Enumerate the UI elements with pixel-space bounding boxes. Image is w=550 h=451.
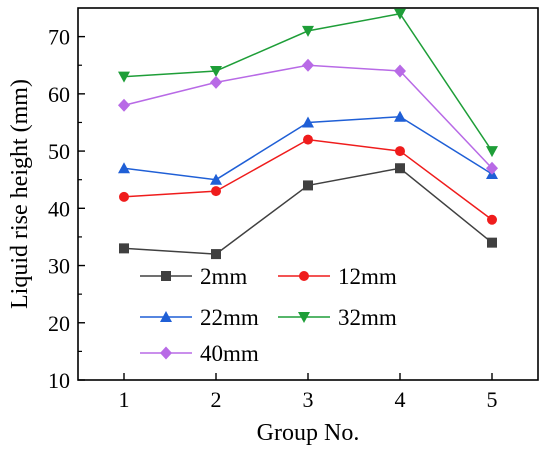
data-point — [211, 249, 221, 260]
legend-marker — [160, 311, 172, 322]
series-2mm — [119, 163, 497, 260]
data-point — [394, 8, 406, 20]
legend-item-12mm: 12mm — [278, 264, 397, 289]
series-group — [118, 8, 498, 260]
data-point — [394, 110, 406, 122]
data-point — [487, 214, 497, 225]
series-32mm — [118, 8, 498, 158]
data-point — [303, 134, 313, 145]
data-point — [302, 116, 314, 128]
data-point — [486, 146, 498, 158]
y-tick-label: 10 — [48, 368, 70, 393]
legend-marker — [160, 346, 172, 360]
legend-marker — [161, 271, 171, 281]
legend-label: 12mm — [338, 264, 397, 289]
data-point — [395, 163, 405, 174]
data-point — [210, 65, 222, 77]
data-point — [302, 25, 314, 37]
data-point — [118, 98, 130, 112]
data-point — [210, 75, 222, 89]
series-22mm — [118, 110, 498, 185]
data-point — [487, 237, 497, 248]
data-point — [211, 186, 221, 197]
data-point — [486, 161, 498, 175]
x-tick-label: 4 — [395, 387, 406, 412]
series-40mm — [118, 58, 498, 175]
y-tick-label: 60 — [48, 82, 70, 107]
data-point — [395, 146, 405, 157]
x-axis: 1 2 3 4 5 — [119, 373, 498, 412]
data-point — [119, 191, 129, 202]
x-axis-label: Group No. — [257, 420, 360, 446]
x-tick-label: 1 — [119, 387, 130, 412]
data-point — [118, 71, 130, 83]
data-point — [303, 180, 313, 191]
y-tick-label: 40 — [48, 196, 70, 221]
data-point — [119, 243, 129, 254]
y-tick-label: 50 — [48, 139, 70, 164]
x-tick-label: 2 — [211, 387, 222, 412]
y-axis-label: Liquid rise height (mm) — [7, 79, 33, 309]
legend-item-40mm: 40mm — [140, 341, 259, 366]
x-tick-label: 3 — [303, 387, 314, 412]
y-axis: 10 20 30 40 50 60 70 — [48, 25, 85, 393]
y-tick-label: 20 — [48, 311, 70, 336]
legend-item-2mm: 2mm — [140, 264, 247, 289]
legend-item-22mm: 22mm — [140, 305, 259, 330]
series-line-12mm — [123, 138, 493, 221]
y-tick-label: 70 — [48, 25, 70, 50]
legend-item-32mm: 32mm — [278, 305, 397, 330]
legend: 2mm 12mm 22mm 32mm 40mm — [140, 264, 397, 366]
data-point — [210, 173, 222, 185]
data-point — [118, 162, 130, 174]
legend-label: 22mm — [200, 305, 259, 330]
y-tick-label: 30 — [48, 254, 70, 279]
legend-label: 40mm — [200, 341, 259, 366]
data-point — [302, 58, 314, 72]
legend-marker — [299, 271, 309, 281]
data-point — [394, 64, 406, 78]
legend-marker — [298, 312, 310, 323]
legend-label: 2mm — [200, 264, 247, 289]
series-12mm — [119, 134, 497, 225]
x-tick-label: 5 — [487, 387, 498, 412]
legend-label: 32mm — [338, 305, 397, 330]
